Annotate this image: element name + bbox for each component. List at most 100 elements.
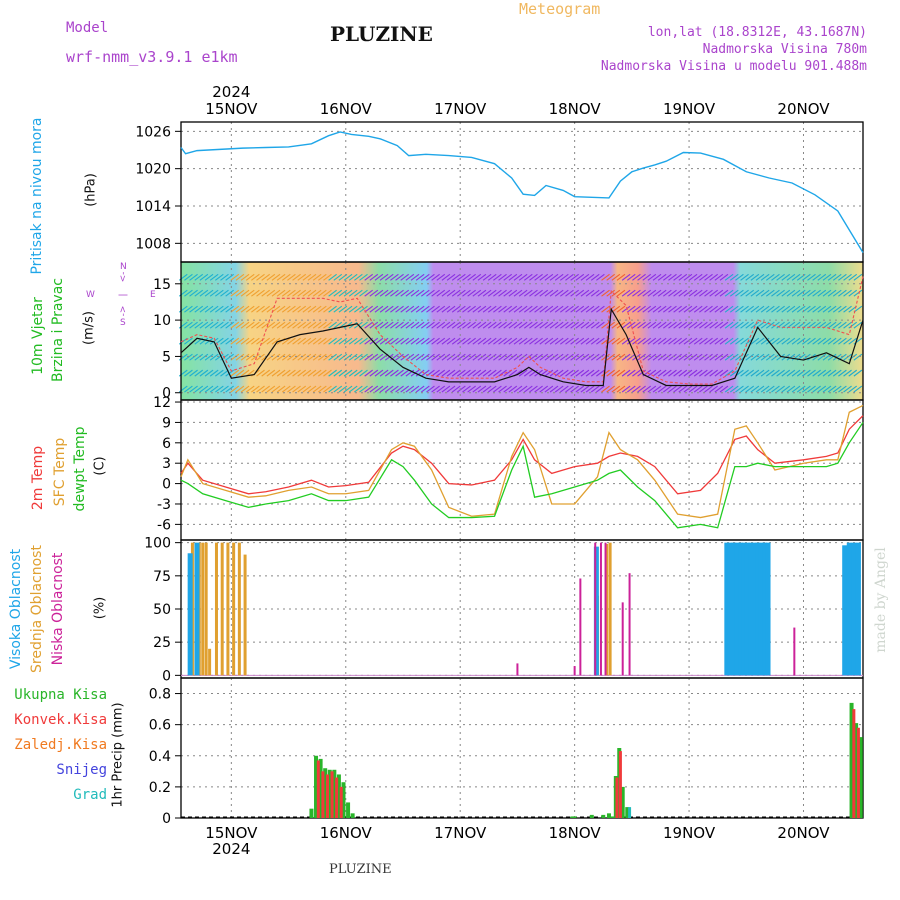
wind-arrow xyxy=(616,353,626,361)
total-rain-bar xyxy=(309,808,314,818)
wind-arrow xyxy=(688,273,698,281)
wind-arrow xyxy=(657,273,667,281)
wind-arrow xyxy=(348,353,358,361)
wind-arrow xyxy=(431,305,440,313)
wind-arrow xyxy=(513,289,523,297)
wind-arrow xyxy=(843,305,852,313)
wind-arrow xyxy=(539,337,549,345)
wind-arrow xyxy=(560,353,569,361)
wind-arrow xyxy=(276,369,286,377)
wind-arrow xyxy=(693,337,703,345)
wind-arrow xyxy=(812,385,821,393)
wind-arrow xyxy=(523,385,533,393)
wind-arrow xyxy=(832,305,842,313)
wind-arrow xyxy=(745,321,755,329)
wind-arrow xyxy=(781,385,791,393)
wind-arrow xyxy=(199,385,209,393)
wind-arrow xyxy=(379,273,389,281)
wind-arrow xyxy=(565,305,574,313)
wind-arrow xyxy=(662,369,672,377)
wind-arrow xyxy=(503,337,513,345)
wind-arrow xyxy=(662,385,672,393)
wind-arrow xyxy=(704,321,713,329)
wind-arrow xyxy=(760,289,770,297)
wind-arrow xyxy=(451,353,461,361)
wind-arrow xyxy=(549,337,559,345)
wind-arrow xyxy=(230,369,240,377)
high-cloud-bar xyxy=(734,542,740,676)
wind-arrow xyxy=(549,273,559,281)
wind-arrow xyxy=(426,321,435,329)
wind-arrow xyxy=(838,337,847,345)
wind-arrow xyxy=(410,337,420,345)
wind-arrow xyxy=(771,353,780,361)
wind-arrow xyxy=(420,289,430,297)
wind-arrow xyxy=(395,289,404,297)
wind-arrow xyxy=(251,273,260,281)
wind-arrow xyxy=(410,289,420,297)
wind-arrow xyxy=(740,289,749,297)
wind-arrow xyxy=(245,289,255,297)
wind-arrow xyxy=(596,289,605,297)
wind-arrow xyxy=(642,337,652,345)
wind-arrow xyxy=(482,369,492,377)
wind-arrow xyxy=(776,369,785,377)
wind-arrow xyxy=(457,273,466,281)
wind-arrow xyxy=(467,369,476,377)
wind-arrow xyxy=(189,369,198,377)
wind-arrow xyxy=(652,273,662,281)
wind-arrow xyxy=(390,273,399,281)
wind-arrow xyxy=(632,369,641,377)
y-tick-label: 6 xyxy=(162,436,171,452)
wind-arrow xyxy=(472,385,482,393)
wind-arrow xyxy=(704,353,713,361)
wind-arrow xyxy=(771,369,780,377)
wind-arrow xyxy=(493,289,502,297)
wind-arrow xyxy=(817,353,827,361)
wind-arrow xyxy=(415,273,425,281)
wind-arrow xyxy=(554,273,564,281)
wind-arrow xyxy=(683,321,693,329)
wind-arrow xyxy=(802,337,811,345)
wind-arrow xyxy=(709,353,718,361)
wind-arrow xyxy=(817,385,827,393)
wind-arrow xyxy=(735,337,744,345)
wind-arrow xyxy=(760,353,770,361)
wind-arrow xyxy=(704,385,713,393)
wind-arrow xyxy=(446,385,456,393)
wind-arrow xyxy=(441,289,451,297)
wind-arrow xyxy=(420,337,430,345)
wind-arrow xyxy=(426,385,435,393)
wind-arrow xyxy=(796,385,806,393)
wind-arrow xyxy=(580,385,590,393)
wind-arrow xyxy=(817,289,827,297)
wind-arrow xyxy=(807,289,816,297)
wind-arrow xyxy=(791,337,801,345)
wind-arrow xyxy=(317,321,327,329)
total-rain-bar xyxy=(346,802,351,818)
y-tick-label: 0 xyxy=(162,477,171,493)
mid-cloud-bar xyxy=(208,648,212,676)
wind-arrow xyxy=(462,353,471,361)
wind-arrow xyxy=(755,353,765,361)
wind-arrow xyxy=(472,353,482,361)
wind-arrow xyxy=(472,289,482,297)
wind-arrow xyxy=(523,289,533,297)
wind-arrow xyxy=(462,289,471,297)
wind-arrow xyxy=(549,385,559,393)
wind-arrow xyxy=(647,337,657,345)
wind-arrow xyxy=(662,273,672,281)
total-rain-bar xyxy=(858,737,863,818)
wind-arrow xyxy=(379,369,389,377)
wind-arrow xyxy=(637,353,646,361)
low-cloud-bar xyxy=(579,578,582,676)
wind-arrow xyxy=(436,305,446,313)
hail-bar xyxy=(628,807,632,818)
wind-arrow xyxy=(302,321,312,329)
wind-arrow xyxy=(354,289,363,297)
convective-rain-bar xyxy=(852,709,856,818)
wind-arrow xyxy=(529,385,538,393)
wind-arrow xyxy=(693,369,703,377)
wind-arrow xyxy=(384,321,394,329)
wind-arrow xyxy=(791,305,801,313)
